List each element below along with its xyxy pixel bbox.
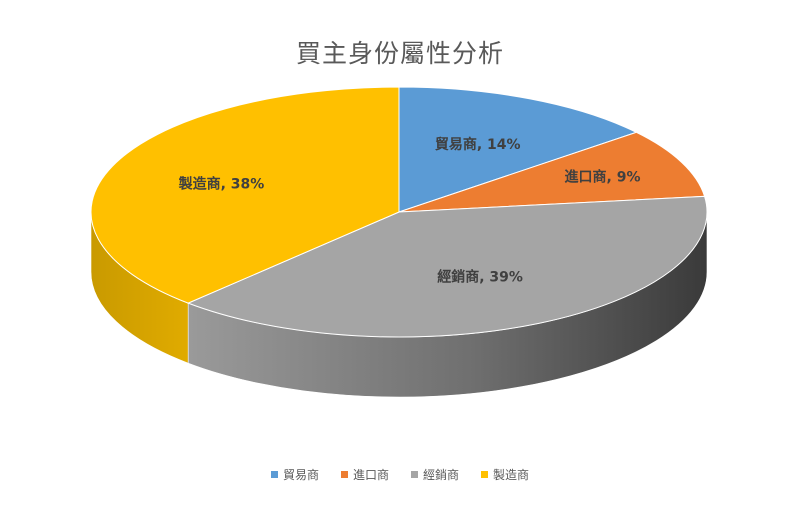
data-label-2: 進口商, 9% bbox=[565, 168, 641, 185]
legend-label-2: 進口商 bbox=[352, 468, 389, 482]
pie-data-labels: 貿易商, 14% 進口商, 9% 經銷商, 39% 製造商, 38% bbox=[178, 136, 641, 285]
legend: 貿易商 進口商 經銷商 製造商 bbox=[0, 466, 800, 483]
legend-label-4: 製造商 bbox=[493, 468, 530, 482]
legend-swatch-1 bbox=[270, 471, 278, 478]
data-label-1: 貿易商, 14% bbox=[435, 136, 521, 153]
legend-item-1: 貿易商 bbox=[270, 466, 319, 483]
data-label-3: 經銷商, 39% bbox=[437, 269, 523, 286]
pie-slice-3 bbox=[186, 195, 708, 338]
pie-slice-2 bbox=[398, 131, 706, 213]
pie-slice-1 bbox=[398, 86, 638, 213]
legend-swatch-3 bbox=[411, 471, 418, 478]
legend-swatch-4 bbox=[481, 471, 489, 478]
legend-swatch-2 bbox=[340, 471, 348, 478]
pie-top-slices bbox=[90, 86, 708, 338]
legend-item-4: 製造商 bbox=[481, 466, 529, 483]
legend-label-1: 貿易商 bbox=[282, 468, 319, 482]
legend-item-3: 經銷商 bbox=[411, 466, 459, 483]
chart-title: 買主身份屬性分析 bbox=[295, 39, 504, 68]
data-label-4: 製造商, 38% bbox=[178, 175, 265, 192]
legend-label-3: 經銷商 bbox=[423, 468, 460, 482]
pie-slice-4 bbox=[90, 86, 400, 304]
legend-item-2: 進口商 bbox=[340, 466, 389, 483]
